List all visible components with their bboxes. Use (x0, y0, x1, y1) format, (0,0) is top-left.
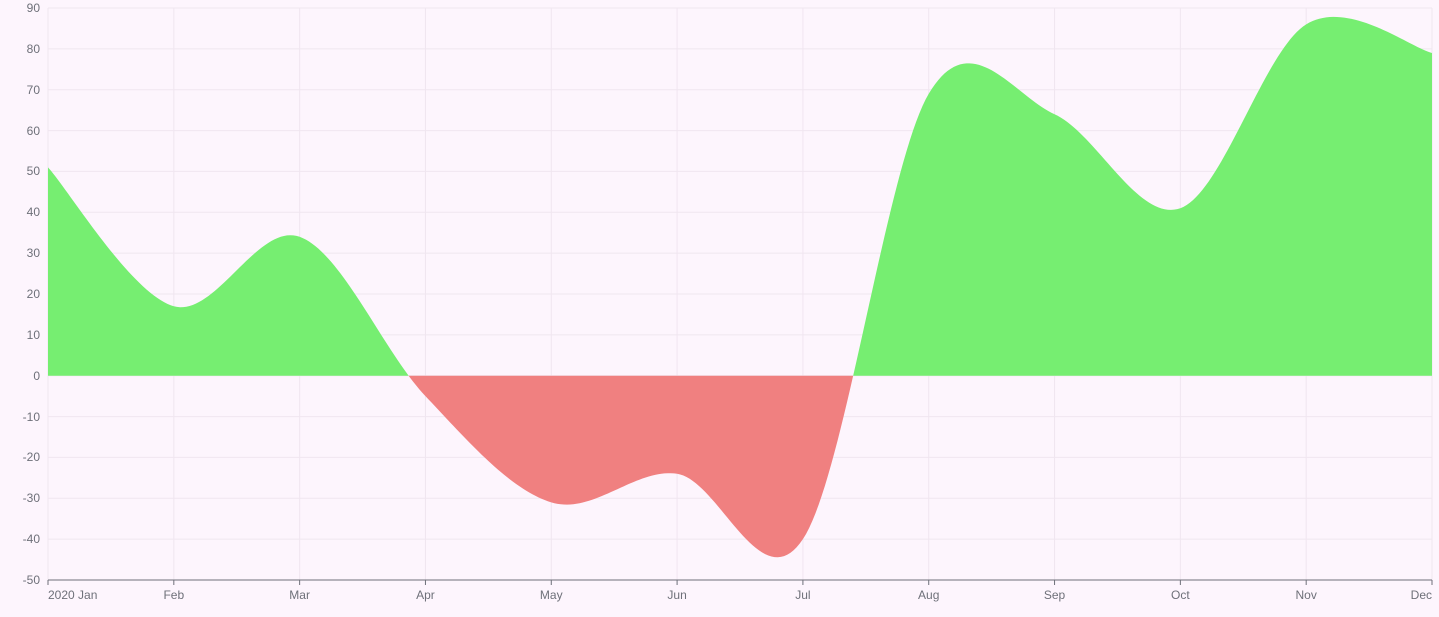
y-tick-label: 80 (27, 42, 40, 56)
x-tick-label: Jul (795, 588, 810, 602)
y-tick-label: -20 (23, 450, 40, 464)
area-negative (409, 376, 854, 558)
y-tick-label: -40 (23, 532, 40, 546)
x-tick-label: Oct (1171, 588, 1190, 602)
x-tick-label: Aug (918, 588, 939, 602)
area-positive (853, 17, 1432, 376)
y-tick-label: 40 (27, 205, 40, 219)
y-tick-label: 60 (27, 124, 40, 138)
y-tick-label: -30 (23, 491, 40, 505)
y-tick-label: 70 (27, 83, 40, 97)
x-tick-label: 2020 Jan (48, 588, 97, 602)
x-tick-label: Sep (1044, 588, 1065, 602)
y-tick-label: 0 (33, 369, 40, 383)
y-tick-label: -50 (23, 573, 40, 587)
area-chart: -50 -40 -30 -20 -10 0 10 20 30 40 50 60 70 80 90 2020 J… (0, 0, 1439, 617)
area-positive (48, 167, 409, 375)
x-tick-label: Apr (416, 588, 435, 602)
x-tick-label: Nov (1296, 588, 1317, 602)
x-tick-label: Jun (667, 588, 686, 602)
y-tick-label: 50 (27, 164, 40, 178)
y-tick-label: 30 (27, 246, 40, 260)
chart-canvas (0, 0, 1439, 617)
x-tick-label: May (540, 588, 563, 602)
y-tick-label: -10 (23, 410, 40, 424)
x-tick-label: Dec (1411, 588, 1432, 602)
x-tick-label: Feb (163, 588, 184, 602)
y-tick-label: 20 (27, 287, 40, 301)
y-tick-label: 10 (27, 328, 40, 342)
y-tick-label: 90 (27, 1, 40, 15)
x-tick-label: Mar (289, 588, 310, 602)
